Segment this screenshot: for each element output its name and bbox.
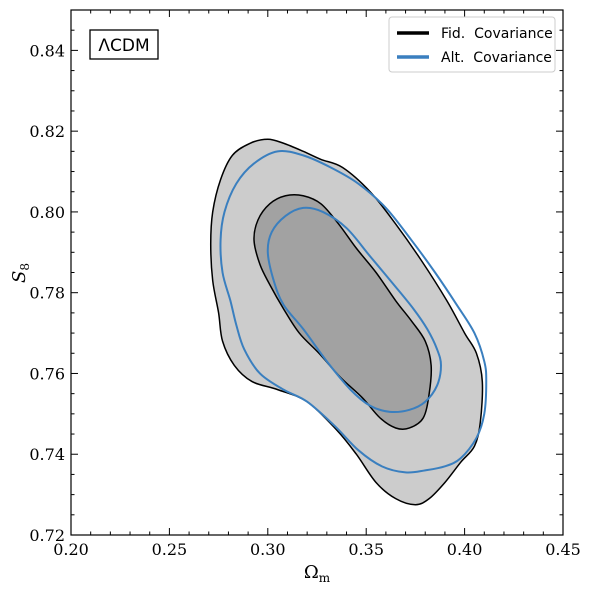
ticks-layer: 0.20 0.25 0.30 0.35 0.40 0.45 0.72 0.74 0.76 0.78… [29, 9, 581, 559]
contour-alt-95 [219, 150, 488, 474]
y-tick-label: 0.82 [29, 122, 65, 141]
y-tick-label: 0.78 [29, 284, 65, 303]
y-axis-label: S8 [9, 263, 32, 283]
legend: Fid. Covariance Alt. Covariance [388, 16, 556, 73]
y-tick-label: 0.72 [29, 526, 65, 545]
y-tick-label: 0.76 [29, 364, 65, 383]
y-axis-label-main: S [9, 271, 30, 283]
x-tick-label: 0.25 [152, 540, 188, 559]
x-axis-label-sub: m [319, 571, 331, 585]
legend-label-alt: Alt. Covariance [441, 50, 552, 66]
legend-box [388, 16, 556, 73]
x-axis-label-main: Ω [304, 562, 319, 583]
contour-alt-68 [266, 206, 442, 414]
plot-frame [70, 9, 564, 536]
x-tick-label: 0.20 [53, 540, 89, 559]
x-tick-label: 0.45 [545, 540, 581, 559]
model-annotation-box [89, 29, 159, 60]
y-tick-label: 0.74 [29, 445, 65, 464]
contours-layer [209, 138, 488, 506]
y-tick-label: 0.84 [29, 41, 65, 60]
model-label: ΛCDM [98, 36, 149, 56]
y-axis-label-sub: 8 [18, 263, 32, 271]
legend-label-fid: Fid. Covariance [441, 26, 553, 42]
x-tick-label: 0.30 [250, 540, 286, 559]
x-tick-label: 0.40 [447, 540, 483, 559]
y-tick-label: 0.80 [29, 203, 65, 222]
x-axis-label: Ωm [304, 562, 331, 585]
x-tick-label: 0.35 [348, 540, 384, 559]
model-annotation: ΛCDM [89, 29, 159, 60]
